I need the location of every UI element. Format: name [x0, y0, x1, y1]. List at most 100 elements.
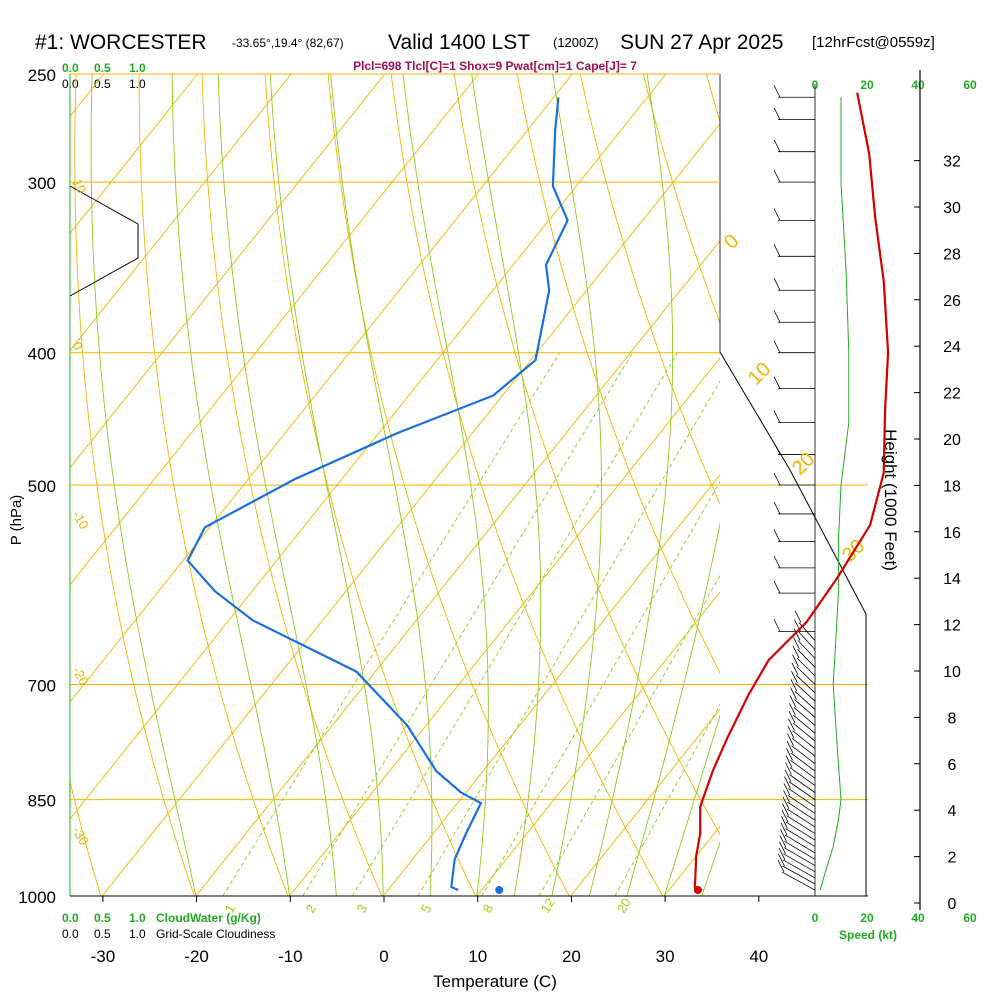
wind-barb-flag — [773, 340, 781, 353]
wind-barb — [778, 853, 816, 885]
y-axis-title: P (hPa) — [8, 495, 25, 546]
dry-adiabat-label: -10 — [69, 508, 91, 532]
moist-adiabat-line — [663, 713, 720, 896]
wind-barb-staff — [796, 666, 816, 685]
wind-barb — [788, 718, 816, 749]
speed-tick-bottom-1: 20 — [860, 911, 874, 925]
mixing-ratio-label: 2 — [303, 902, 320, 916]
wind-barb — [773, 501, 815, 515]
wind-barb — [773, 310, 815, 323]
moist-adiabat-line — [551, 74, 602, 896]
speed-tick-bottom-0: 0 — [812, 911, 819, 925]
wind-barb — [781, 816, 816, 847]
wind-barb-flag — [773, 410, 781, 423]
wind-barb — [783, 790, 816, 821]
moist-adiabat-line — [90, 74, 197, 896]
station-title: #1: WORCESTER — [35, 31, 207, 54]
temperature-tick-label: 0 — [379, 947, 388, 966]
wind-barb-flag — [783, 783, 791, 796]
dry-adiabat-label: 10 — [69, 176, 89, 196]
wind-barb — [773, 442, 815, 455]
cloudiness-tick-bottom-1: 0.5 — [94, 927, 111, 941]
wind-barb-flag — [779, 835, 787, 848]
wind-barb-flag — [790, 679, 798, 692]
pressure-tick-label: 700 — [28, 677, 56, 696]
wind-barb — [773, 340, 815, 354]
speed-tick-bottom-2: 40 — [911, 911, 925, 925]
mixing-ratio-line — [481, 480, 720, 896]
temperature-tick-label: -20 — [184, 947, 209, 966]
temperature-tick-label: -30 — [91, 947, 116, 966]
isotherm-line — [70, 74, 292, 352]
mixing-ratio-line — [222, 352, 561, 896]
surface-dewpoint-dot — [495, 886, 504, 895]
wind-barb-flag — [793, 637, 800, 650]
utc-time: (1200Z) — [553, 35, 599, 50]
wind-barb-flag — [792, 645, 800, 659]
height-tick-label: 6 — [948, 757, 957, 774]
dry-adiabat-line — [0, 74, 7, 896]
wind-barb-staff — [782, 865, 816, 885]
wind-barb — [778, 847, 816, 879]
wind-barb — [773, 529, 815, 542]
mixing-ratio-line — [302, 352, 633, 896]
cloudiness-tick-1: 0.5 — [94, 77, 111, 91]
wind-barb-flag — [779, 841, 786, 854]
speed-tick-top-1: 20 — [860, 78, 874, 92]
wind-barb-staff — [796, 657, 816, 677]
wind-barb — [782, 803, 816, 834]
wind-barb-flag — [783, 790, 790, 803]
wind-barb-flag — [792, 654, 799, 667]
height-tick-label: 32 — [943, 154, 961, 171]
cloudiness-tick-bottom-0: 0.0 — [62, 927, 79, 941]
wind-barb — [790, 679, 816, 710]
station-coords: -33.65°,19.4° (82,67) — [232, 36, 344, 50]
sounding-series — [186, 92, 890, 895]
wind-barb — [790, 687, 816, 718]
height-envelope — [69, 185, 867, 896]
speed-profile-line — [819, 97, 850, 891]
wind-barb-staff — [783, 853, 816, 873]
wind-barb — [785, 762, 816, 793]
mixing-ratio-line — [417, 380, 720, 896]
pressure-tick-label: 1000 — [18, 888, 56, 907]
height-tick-label: 20 — [943, 432, 961, 449]
wind-barb-flag — [773, 376, 781, 389]
wind-barb-staff — [792, 722, 816, 742]
wind-barb-flag — [773, 501, 781, 515]
wind-barb — [773, 410, 815, 423]
cloudiness-profile-line — [69, 185, 139, 297]
wind-barb-staff — [793, 714, 816, 734]
wind-barb-flag — [782, 803, 789, 816]
wind-barb — [773, 278, 815, 291]
wind-barb — [785, 755, 816, 786]
height-tick-label: 10 — [943, 664, 961, 681]
dry-adiabat-label: -30 — [69, 824, 91, 848]
wind-barb-flag — [787, 733, 794, 746]
wind-barb — [780, 822, 816, 854]
height-tick-label: 30 — [943, 200, 961, 217]
wind-barb-staff — [797, 649, 816, 668]
wind-barb-staff — [791, 745, 816, 765]
cloudiness-tick-0: 0.0 — [62, 77, 79, 91]
dry-adiabat-line — [642, 74, 720, 325]
speed-tick-top-2: 40 — [911, 78, 925, 92]
wind-barb — [792, 654, 816, 685]
wind-barb-flag — [773, 555, 781, 569]
pressure-tick-label: 300 — [28, 174, 56, 193]
wind-barb — [793, 628, 816, 659]
wind-barb-staff — [791, 737, 816, 757]
wind-barb-staff — [790, 752, 816, 772]
wind-barb — [781, 809, 816, 841]
moist-adiabat-line — [402, 74, 489, 896]
isotherm-line — [570, 708, 720, 896]
height-envelope-line — [719, 351, 867, 896]
wind-barb-flag — [773, 529, 781, 542]
dry-adiabat-label: 0 — [69, 339, 86, 353]
wind-barb — [789, 695, 816, 726]
height-tick-label: 18 — [943, 478, 961, 495]
height-tick-label: 24 — [943, 339, 961, 356]
wind-barb-flag — [787, 726, 795, 739]
